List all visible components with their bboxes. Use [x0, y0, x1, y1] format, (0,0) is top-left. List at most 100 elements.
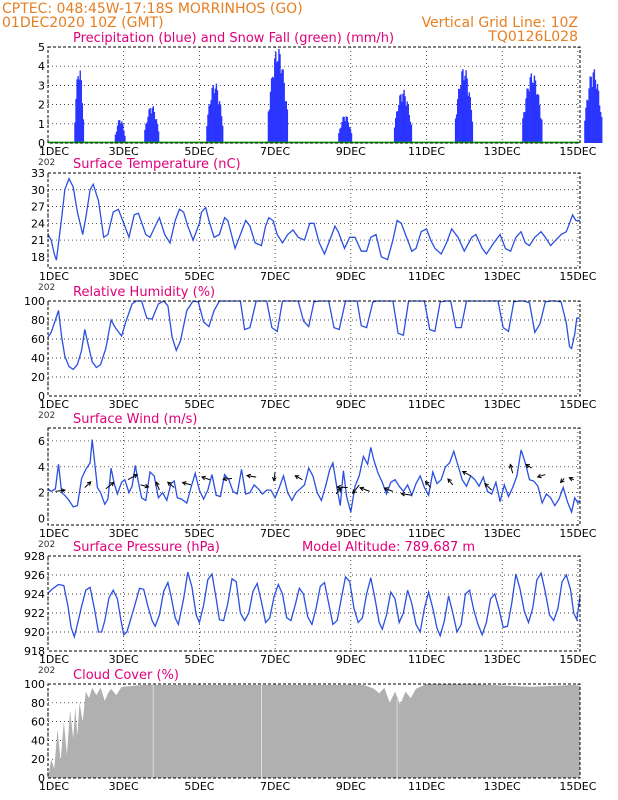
- precip-bar: [149, 108, 151, 143]
- precip-bar: [596, 84, 599, 143]
- x-tick-label: 5DEC: [184, 527, 214, 540]
- precip-bar: [525, 98, 527, 143]
- precip-bar: [154, 119, 157, 143]
- wind-arrow: [273, 471, 276, 481]
- panel-frame: [47, 172, 581, 269]
- precip-bar: [339, 128, 341, 143]
- precip-bar: [469, 97, 472, 143]
- x-tick-label: 7DEC: [260, 145, 290, 158]
- precip-bar: [597, 90, 600, 143]
- y-tick-label: 6: [38, 435, 45, 448]
- precip-bar: [523, 112, 525, 143]
- precip-bar: [584, 120, 586, 143]
- x-tick-label: 9DEC: [336, 780, 366, 793]
- precip-bar: [593, 69, 596, 143]
- precip-bar: [533, 75, 536, 143]
- precip-bar: [267, 111, 270, 143]
- precip-bar: [342, 116, 344, 143]
- wind-arrow: [352, 484, 360, 494]
- precip-bar: [155, 119, 158, 143]
- panel-title: Cloud Cover (%): [73, 668, 179, 683]
- x-tick-label: 1DEC: [39, 780, 69, 793]
- precip-bar: [268, 109, 271, 143]
- wind-arrow-head: [352, 489, 357, 495]
- precip-bar: [222, 125, 224, 143]
- panel-title: Surface Pressure (hPa): [73, 540, 220, 555]
- precip-bar: [270, 78, 273, 143]
- precip-bar: [217, 104, 220, 143]
- y-tick-label: 4: [38, 461, 45, 474]
- precip-bar: [535, 94, 538, 143]
- y-tick-label: 24: [31, 217, 45, 230]
- x-tick-label: 7DEC: [260, 398, 290, 411]
- precip-bar: [587, 100, 589, 143]
- panel-2: 18 21 24 27 30 33 Surface Temperature (nC) 1DEC…: [31, 157, 597, 293]
- precip-bar: [401, 101, 403, 143]
- x-tick-label: 3DEC: [109, 653, 139, 666]
- wind-arrow: [425, 481, 432, 488]
- x-tick-label: 15DEC: [559, 780, 596, 793]
- y-tick-label: 4: [38, 60, 45, 73]
- y-tick-label: 0: [38, 390, 45, 403]
- panel-6: 0 20 40 60 80 100 Cloud Cover (%) 1DEC 3DEC 5DEC 7…: [24, 668, 597, 793]
- y-tick-label: 21: [31, 234, 45, 247]
- precip-bar: [156, 123, 159, 143]
- wind-arrow-head: [359, 486, 365, 492]
- series-line: [47, 176, 580, 261]
- precip-bar: [458, 88, 460, 143]
- precip-bar: [529, 77, 531, 143]
- precip-bar: [218, 101, 221, 143]
- precip-bar: [116, 125, 119, 143]
- wind-arrow: [105, 481, 115, 490]
- wind-arrow: [537, 474, 546, 478]
- precip-bar: [598, 105, 601, 143]
- x-tick-label: 11DEC: [408, 398, 445, 411]
- precip-bar: [402, 93, 404, 143]
- precip-bar: [526, 88, 528, 143]
- y-tick-label: 918: [24, 645, 45, 658]
- y-tick-label: 2: [38, 487, 45, 500]
- precip-bar: [207, 114, 209, 143]
- wind-arrow: [359, 487, 370, 492]
- x-tick-label: 7DEC: [260, 527, 290, 540]
- precip-bar: [456, 99, 459, 143]
- wind-arrow: [84, 481, 92, 488]
- x-tick-label: 1DEC: [39, 653, 69, 666]
- wind-arrow: [55, 489, 66, 492]
- y-tick-label: 30: [31, 184, 45, 197]
- panel-title: Precipitation (blue) and Snow Fall (gree…: [73, 31, 394, 46]
- wind-arrow: [484, 483, 493, 491]
- precip-bar: [209, 104, 211, 143]
- precip-bar: [595, 88, 598, 143]
- y-tick-label: 20: [31, 753, 45, 766]
- wind-arrow: [447, 478, 454, 486]
- precip-bar: [275, 51, 277, 144]
- precip-bar: [465, 70, 467, 143]
- x-tick-label: 9DEC: [336, 398, 366, 411]
- wind-arrow-head: [559, 478, 565, 484]
- x-tick-label: 3DEC: [109, 527, 139, 540]
- precip-bar: [283, 82, 285, 143]
- precip-bar: [406, 101, 408, 143]
- wind-arrow-head: [383, 487, 389, 492]
- precip-bar: [286, 109, 289, 143]
- wind-arrow: [223, 477, 233, 480]
- x-tick-label: 13DEC: [484, 527, 521, 540]
- precip-bar: [344, 121, 346, 143]
- precip-bar: [75, 98, 77, 143]
- wind-arrow-head: [133, 474, 139, 479]
- precip-bar: [601, 116, 603, 143]
- precip-bar: [467, 95, 469, 143]
- precip-bar: [272, 77, 275, 143]
- precip-bar: [350, 133, 353, 143]
- x-tick-label: 1DEC: [39, 145, 69, 158]
- precip-bar: [532, 83, 535, 143]
- wind-arrow: [155, 481, 160, 491]
- precip-bar: [280, 73, 282, 143]
- y-tick-label: 40: [31, 734, 45, 747]
- precip-bar: [118, 120, 121, 143]
- precip-bar: [454, 118, 457, 143]
- wind-arrow: [294, 475, 303, 481]
- precip-bar: [77, 76, 79, 143]
- x-tick-label: 1DEC: [39, 527, 69, 540]
